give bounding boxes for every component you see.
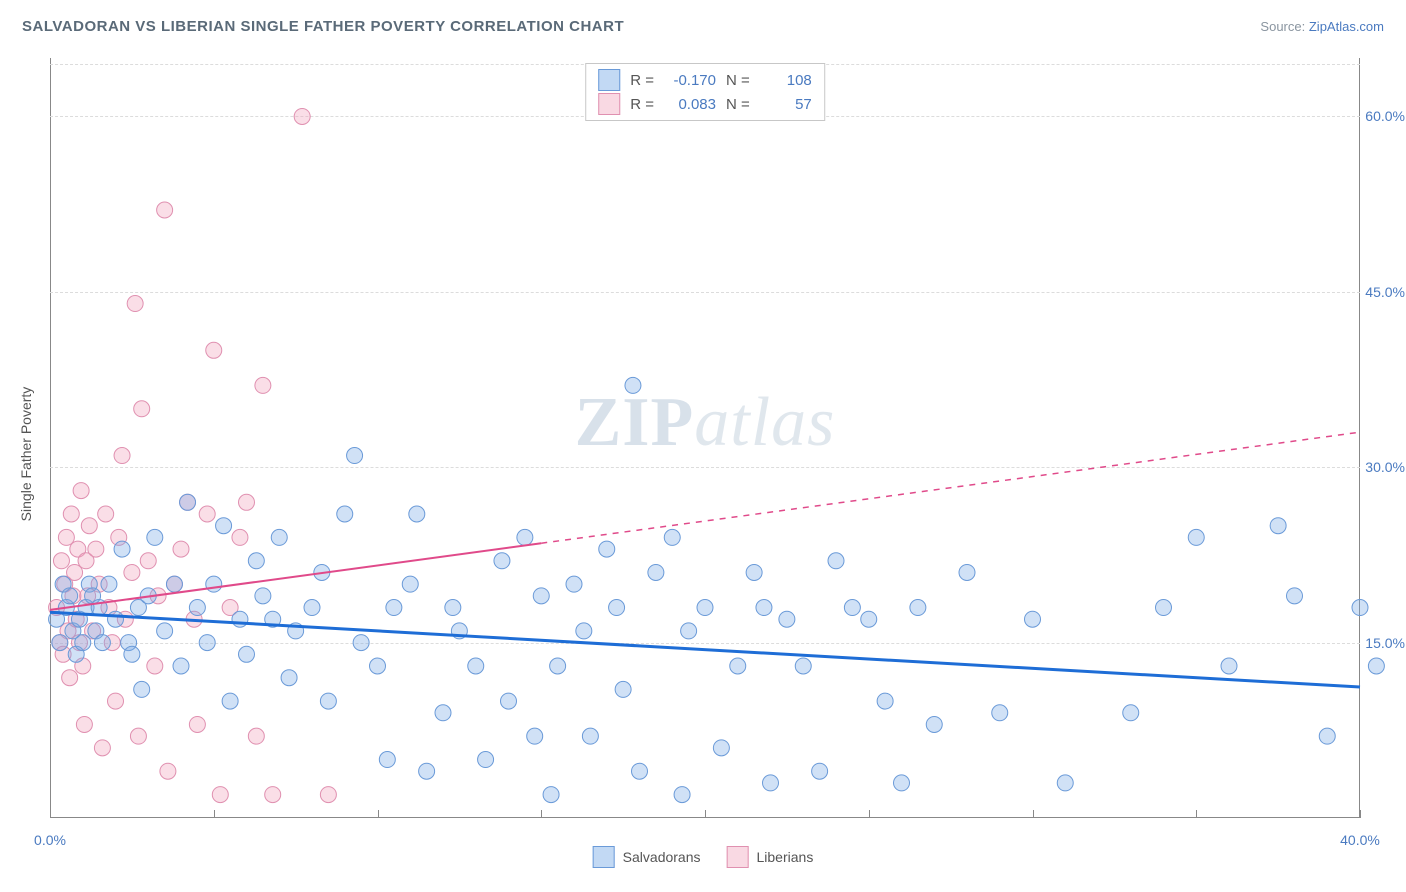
correlation-legend: R = -0.170 N = 108 R = 0.083 N = 57 [585,63,825,121]
legend-liberians: Liberians [757,849,814,865]
source-label: Source: ZipAtlas.com [1260,19,1384,34]
r-liberians: 0.083 [664,96,716,113]
swatch-salvadorans-icon [593,846,615,868]
x-tick-label: 0.0% [34,832,66,848]
legend-salvadorans: Salvadorans [623,849,701,865]
trend-lines [50,58,1360,818]
scatter-plot: 15.0%30.0%45.0%60.0% 0.0%40.0% ZIPatlas … [50,58,1360,818]
series-legend: Salvadorans Liberians [593,846,814,868]
chart-title: SALVADORAN VS LIBERIAN SINGLE FATHER POV… [22,18,624,35]
r-salvadorans: -0.170 [664,72,716,89]
swatch-liberians [598,93,620,115]
source-link[interactable]: ZipAtlas.com [1309,19,1384,34]
swatch-salvadorans [598,69,620,91]
y-axis-label: Single Father Poverty [18,387,34,522]
n-salvadorans: 108 [760,72,812,89]
swatch-liberians-icon [727,846,749,868]
x-tick-label: 40.0% [1340,832,1380,848]
n-liberians: 57 [760,96,812,113]
x-tick [1360,810,1361,818]
